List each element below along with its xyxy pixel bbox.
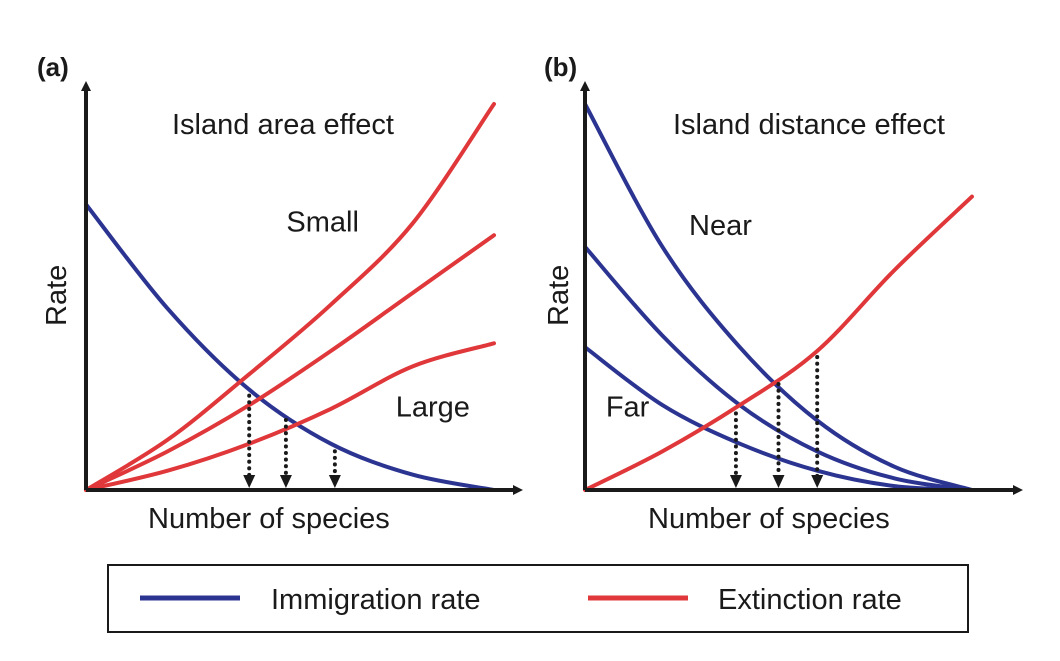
panel-b: (b) Island distance effect Number of spe… [543,52,1023,535]
curve-annotations: Near Far [606,210,752,423]
legend-label-immigration: Immigration rate [271,584,481,616]
immigration-rate-curve-1 [583,102,974,492]
x-axis-label: Number of species [648,503,890,535]
legend: Immigration rate Extinction rate [107,564,969,633]
legend-label-extinction: Extinction rate [718,584,902,616]
panel-title: Island area effect [172,109,394,141]
x-axis-label: Number of species [148,503,390,535]
immigration-rate-curve-2 [583,244,974,492]
series-group [583,102,974,492]
immigration-rate-curve-3 [583,345,974,492]
extinction-rate-curve-2 [84,102,496,492]
series-group [84,102,496,492]
equilibrium-arrowhead-1 [729,475,742,488]
equilibrium-arrowhead-3 [328,475,341,488]
panel-label: (a) [37,52,69,82]
equilibrium-arrowhead-2 [279,475,292,488]
equilibrium-arrowhead-2 [772,475,785,488]
legend-box [107,564,969,633]
extinction-rate-curve-4 [84,341,496,492]
panel-a: (a) Island area effect Number of species… [37,52,523,535]
immigration-rate-curve-1 [84,202,496,492]
curve-annotations: Small Large [286,206,470,423]
equilibrium-arrows [243,393,341,488]
curve-annotation-far: Far [606,392,650,424]
extinction-rate-curve-4 [583,194,974,492]
y-axis-label: Rate [543,265,575,326]
panel-label: (b) [544,52,577,82]
curve-annotation-small: Small [286,206,359,238]
curve-annotation-near: Near [689,210,752,242]
equilibrium-arrowhead-3 [811,475,824,488]
panel-title: Island distance effect [673,109,945,141]
equilibrium-arrowhead-1 [243,475,256,488]
equilibrium-arrows [729,355,824,488]
curve-annotation-large: Large [396,392,470,424]
y-axis-label: Rate [41,265,73,326]
extinction-rate-curve-3 [84,233,496,492]
